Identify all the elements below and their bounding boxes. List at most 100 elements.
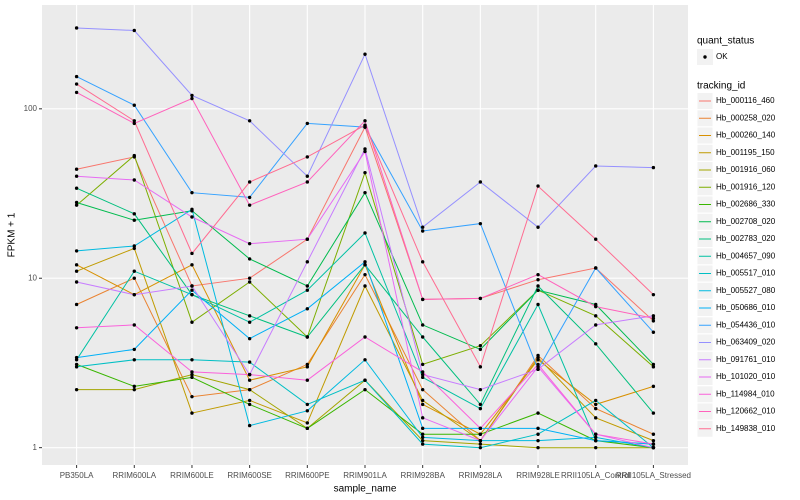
legend-label: Hb_000258_020 <box>716 113 776 122</box>
data-point <box>651 316 656 321</box>
legend-label: Hb_149838_010 <box>716 424 776 433</box>
data-point <box>74 387 79 392</box>
data-point <box>190 372 194 377</box>
data-point <box>363 387 367 392</box>
data-point <box>74 280 79 284</box>
data-point <box>132 384 136 389</box>
data-point <box>536 278 540 282</box>
data-point <box>247 360 252 364</box>
data-point <box>651 330 656 334</box>
data-point <box>536 438 540 443</box>
data-point <box>190 93 194 98</box>
data-point <box>478 296 483 301</box>
data-point <box>247 402 252 407</box>
data-point <box>536 365 540 369</box>
data-point <box>536 284 540 288</box>
data-point <box>190 215 194 219</box>
data-point <box>363 358 367 362</box>
data-point <box>190 411 194 415</box>
legend-label: Hb_000116_460 <box>716 96 775 105</box>
data-point <box>363 284 367 288</box>
data-point <box>363 147 367 151</box>
data-point <box>594 323 598 327</box>
data-point <box>420 297 425 302</box>
data-point <box>305 307 310 311</box>
data-point <box>74 74 79 79</box>
legend-label: Hb_000260_140 <box>716 131 776 140</box>
data-point <box>74 167 79 171</box>
data-point <box>132 103 136 107</box>
data-point <box>305 237 310 241</box>
x-tick-label: RRIM600PE <box>285 471 329 480</box>
data-point <box>478 365 483 369</box>
data-point <box>536 355 540 360</box>
data-point <box>247 372 252 377</box>
data-point <box>190 394 194 399</box>
data-point <box>478 445 483 450</box>
legend-label: Hb_050686_010 <box>716 303 776 312</box>
data-point <box>74 362 79 367</box>
data-point <box>420 438 425 443</box>
data-point <box>305 335 310 339</box>
data-point <box>190 320 194 324</box>
data-point <box>420 416 425 420</box>
data-point <box>363 378 367 382</box>
legend-label: Hb_054436_010 <box>716 320 776 329</box>
data-point <box>305 362 310 367</box>
data-point <box>536 411 540 415</box>
data-point <box>420 432 425 436</box>
data-point <box>420 398 425 403</box>
data-point <box>305 378 310 382</box>
x-tick-label: RRIM600LE <box>170 471 214 480</box>
data-point <box>190 288 194 292</box>
data-point <box>536 426 540 431</box>
x-tick-label: RRIM928LE <box>516 471 560 480</box>
data-point <box>420 442 425 446</box>
data-point <box>247 119 252 123</box>
data-point <box>420 402 425 407</box>
data-point <box>478 180 483 184</box>
data-point <box>74 269 79 273</box>
data-point <box>420 260 425 264</box>
data-point <box>247 378 252 382</box>
data-point <box>247 276 252 280</box>
data-point <box>132 323 136 327</box>
data-point <box>305 426 310 431</box>
data-point <box>594 164 598 168</box>
data-point <box>74 186 79 190</box>
x-tick-label: RRIM600SE <box>227 471 271 480</box>
data-point <box>594 304 598 309</box>
data-point <box>536 288 540 292</box>
legend-label: Hb_002686_330 <box>716 200 776 209</box>
data-point <box>420 370 425 374</box>
data-point <box>74 200 79 205</box>
y-tick-label: 1 <box>33 443 38 452</box>
legend-label: Hb_120662_010 <box>716 407 776 416</box>
data-point <box>420 387 425 392</box>
data-point <box>74 90 79 95</box>
legend-label: Hb_114984_010 <box>716 389 775 398</box>
data-point <box>536 184 540 188</box>
data-point <box>132 121 136 126</box>
data-point <box>420 225 425 229</box>
data-point <box>363 231 367 235</box>
legend-label: Hb_001916_060 <box>716 165 776 174</box>
data-point <box>363 123 367 127</box>
data-point <box>247 398 252 403</box>
data-point <box>74 26 79 30</box>
data-point <box>478 438 483 443</box>
legend-label: Hb_005527_080 <box>716 286 776 295</box>
x-tick-label: RRIM928LA <box>459 471 503 480</box>
data-point <box>536 302 540 307</box>
data-point <box>478 406 483 411</box>
data-point <box>420 426 425 431</box>
data-point <box>363 272 367 277</box>
data-point <box>420 372 425 377</box>
data-point <box>190 96 194 101</box>
data-point <box>651 445 656 450</box>
data-point <box>132 178 136 182</box>
data-point <box>74 263 79 267</box>
data-point <box>247 203 252 207</box>
data-point <box>420 435 425 440</box>
